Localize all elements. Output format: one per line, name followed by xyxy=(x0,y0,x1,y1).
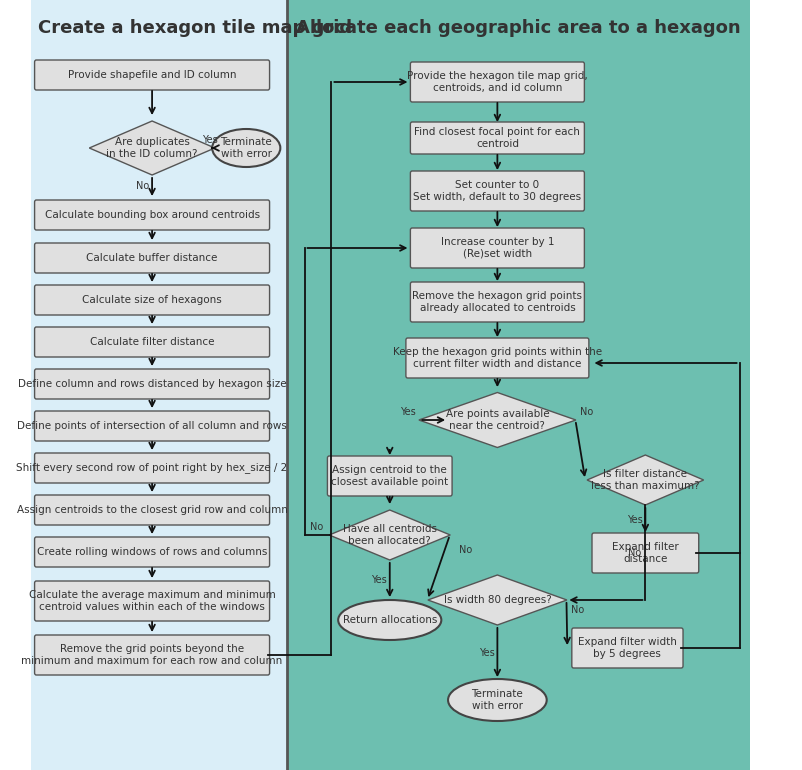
FancyBboxPatch shape xyxy=(34,581,269,621)
Text: Terminate
with error: Terminate with error xyxy=(472,689,523,711)
Polygon shape xyxy=(587,455,703,505)
FancyBboxPatch shape xyxy=(411,62,585,102)
Text: Yes: Yes xyxy=(479,648,495,658)
Text: Are duplicates
in the ID column?: Are duplicates in the ID column? xyxy=(107,137,198,159)
Text: Yes: Yes xyxy=(371,575,387,585)
Text: Yes: Yes xyxy=(202,135,218,145)
FancyBboxPatch shape xyxy=(406,338,589,378)
Text: Calculate size of hexagons: Calculate size of hexagons xyxy=(82,295,222,305)
Text: Allocate each geographic area to a hexagon: Allocate each geographic area to a hexag… xyxy=(296,19,740,37)
FancyBboxPatch shape xyxy=(592,533,699,573)
Text: Find closest focal point for each
centroid: Find closest focal point for each centro… xyxy=(415,127,581,149)
Text: Is filter distance
less than maximum?: Is filter distance less than maximum? xyxy=(591,469,699,490)
FancyBboxPatch shape xyxy=(34,369,269,399)
Polygon shape xyxy=(419,393,576,447)
Text: Calculate the average maximum and minimum
centroid values within each of the win: Calculate the average maximum and minimu… xyxy=(29,590,275,612)
FancyBboxPatch shape xyxy=(34,453,269,483)
Text: Assign centroid to the
closest available point: Assign centroid to the closest available… xyxy=(331,465,448,487)
FancyBboxPatch shape xyxy=(411,228,585,268)
Polygon shape xyxy=(89,121,215,175)
Text: No: No xyxy=(628,547,642,557)
Text: Remove the hexagon grid points
already allocated to centroids: Remove the hexagon grid points already a… xyxy=(412,291,582,313)
FancyBboxPatch shape xyxy=(34,537,269,567)
Text: Have all centroids
been allocated?: Have all centroids been allocated? xyxy=(342,524,437,546)
Text: No: No xyxy=(136,181,150,191)
Ellipse shape xyxy=(338,600,441,640)
Text: Assign centroids to the closest grid row and column: Assign centroids to the closest grid row… xyxy=(17,505,287,515)
FancyBboxPatch shape xyxy=(34,200,269,230)
Text: No: No xyxy=(310,522,324,532)
FancyBboxPatch shape xyxy=(34,243,269,273)
Text: Create a hexagon tile map grid: Create a hexagon tile map grid xyxy=(38,19,352,37)
FancyBboxPatch shape xyxy=(34,327,269,357)
Text: Expand filter width
by 5 degrees: Expand filter width by 5 degrees xyxy=(578,638,677,659)
Text: Provide the hexagon tile map grid,
centroids, and id column: Provide the hexagon tile map grid, centr… xyxy=(407,71,588,93)
FancyBboxPatch shape xyxy=(34,285,269,315)
Text: Calculate buffer distance: Calculate buffer distance xyxy=(87,253,218,263)
Text: Define points of intersection of all column and rows: Define points of intersection of all col… xyxy=(17,421,287,431)
Text: Yes: Yes xyxy=(626,515,642,525)
Text: Set counter to 0
Set width, default to 30 degrees: Set counter to 0 Set width, default to 3… xyxy=(413,180,581,202)
FancyBboxPatch shape xyxy=(411,171,585,211)
Polygon shape xyxy=(329,510,450,560)
FancyBboxPatch shape xyxy=(34,635,269,675)
FancyBboxPatch shape xyxy=(34,495,269,525)
FancyBboxPatch shape xyxy=(327,456,452,496)
Text: Keep the hexagon grid points within the
current filter width and distance: Keep the hexagon grid points within the … xyxy=(393,347,602,369)
Text: No: No xyxy=(581,407,593,417)
Text: Return allocations: Return allocations xyxy=(342,615,437,625)
Bar xyxy=(31,0,286,770)
Text: Calculate bounding box around centroids: Calculate bounding box around centroids xyxy=(45,210,260,220)
Text: Provide shapefile and ID column: Provide shapefile and ID column xyxy=(68,70,237,80)
Text: Remove the grid points beyond the
minimum and maximum for each row and column: Remove the grid points beyond the minimu… xyxy=(22,644,282,666)
Ellipse shape xyxy=(448,679,547,721)
Text: Increase counter by 1
(Re)set width: Increase counter by 1 (Re)set width xyxy=(440,237,554,259)
FancyBboxPatch shape xyxy=(411,122,585,154)
Bar xyxy=(286,0,751,770)
Text: Calculate filter distance: Calculate filter distance xyxy=(90,337,214,347)
Text: Is width 80 degrees?: Is width 80 degrees? xyxy=(444,595,551,605)
Text: Yes: Yes xyxy=(400,407,415,417)
Text: Expand filter
distance: Expand filter distance xyxy=(612,542,678,564)
Text: No: No xyxy=(572,605,585,615)
Text: Shift every second row of point right by hex_size / 2: Shift every second row of point right by… xyxy=(17,463,288,474)
FancyBboxPatch shape xyxy=(411,282,585,322)
Text: No: No xyxy=(460,545,472,555)
Text: Create rolling windows of rows and columns: Create rolling windows of rows and colum… xyxy=(37,547,267,557)
Ellipse shape xyxy=(213,129,281,167)
Text: Define column and rows distanced by hexagon size: Define column and rows distanced by hexa… xyxy=(18,379,286,389)
Text: Are points available
near the centroid?: Are points available near the centroid? xyxy=(446,409,549,430)
FancyBboxPatch shape xyxy=(34,60,269,90)
FancyBboxPatch shape xyxy=(34,411,269,441)
Polygon shape xyxy=(428,575,567,625)
FancyBboxPatch shape xyxy=(572,628,683,668)
Text: Terminate
with error: Terminate with error xyxy=(221,137,272,159)
